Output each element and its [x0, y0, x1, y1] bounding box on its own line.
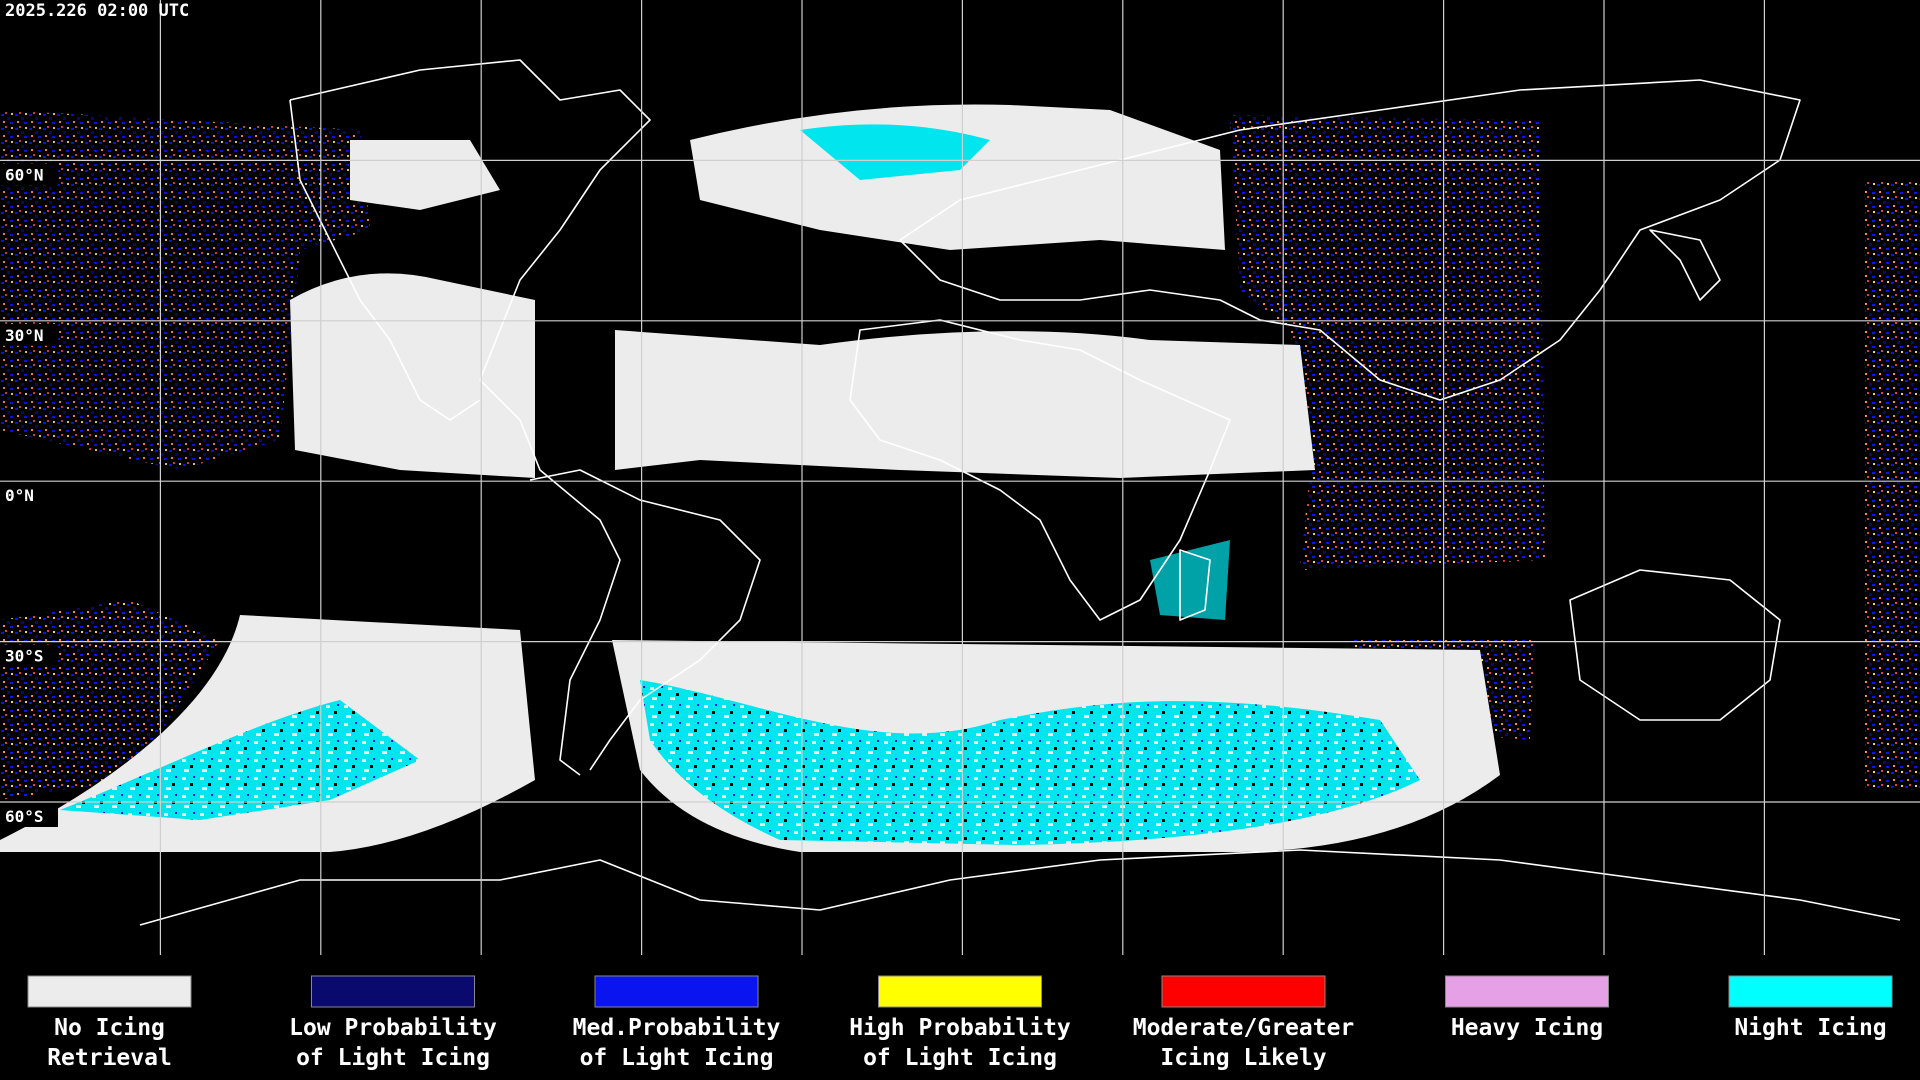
legend-label: Retrieval	[47, 1045, 172, 1071]
coastlines	[139, 59, 1901, 926]
legend: No Icing Retrieval Low Probability of Light…	[27, 975, 1893, 1071]
legend-label: Night Icing	[1734, 1015, 1886, 1041]
legend-swatch	[594, 975, 759, 1008]
timestamp: 2025.226 02:00 UTC	[5, 1, 189, 21]
legend-swatch	[1445, 975, 1609, 1008]
label-backdrop	[0, 163, 58, 186]
legend-label: of Light Icing	[863, 1045, 1057, 1071]
label-backdrop	[0, 644, 58, 667]
map-area: 2025.226 02:00 UTC 60°N 30°N 0°N 30°S 60°S	[0, 0, 1920, 955]
legend-label: No Icing	[54, 1015, 165, 1041]
legend-label: Moderate/Greater	[1133, 1015, 1355, 1041]
legend-swatch	[1728, 975, 1893, 1008]
night-icing-region	[800, 124, 990, 180]
label-backdrop	[0, 484, 58, 507]
latitude-label: 30°N	[5, 326, 44, 345]
legend-label: Icing Likely	[1160, 1045, 1326, 1071]
label-backdrop	[0, 805, 58, 827]
label-backdrop	[0, 323, 58, 346]
night-icing-region	[60, 700, 420, 820]
legend-swatch	[27, 975, 192, 1008]
latitude-label: 30°S	[5, 647, 44, 666]
legend-label: Med.Probability	[573, 1015, 781, 1041]
latitude-label: 60°S	[5, 807, 44, 826]
graticule	[0, 0, 1920, 955]
latitude-label: 0°N	[5, 486, 34, 505]
legend-label: of Light Icing	[580, 1045, 774, 1071]
latitude-labels: 60°N 30°N 0°N 30°S 60°S	[0, 163, 58, 827]
legend-swatch	[878, 975, 1042, 1008]
legend-swatch	[1161, 975, 1326, 1008]
no-icing-region	[350, 140, 500, 210]
legend-label: of Light Icing	[296, 1045, 490, 1071]
legend-label: Heavy Icing	[1451, 1015, 1603, 1041]
legend-label: Low Probability	[289, 1015, 497, 1041]
icing-region	[1865, 180, 1920, 790]
latitude-label: 60°N	[5, 165, 44, 184]
legend-label: High Probability	[849, 1015, 1071, 1041]
night-icing-region	[640, 680, 1420, 845]
icing-region	[0, 110, 370, 470]
no-icing-region	[290, 273, 535, 478]
no-icing-region	[615, 330, 1315, 478]
legend-swatch	[311, 975, 475, 1008]
